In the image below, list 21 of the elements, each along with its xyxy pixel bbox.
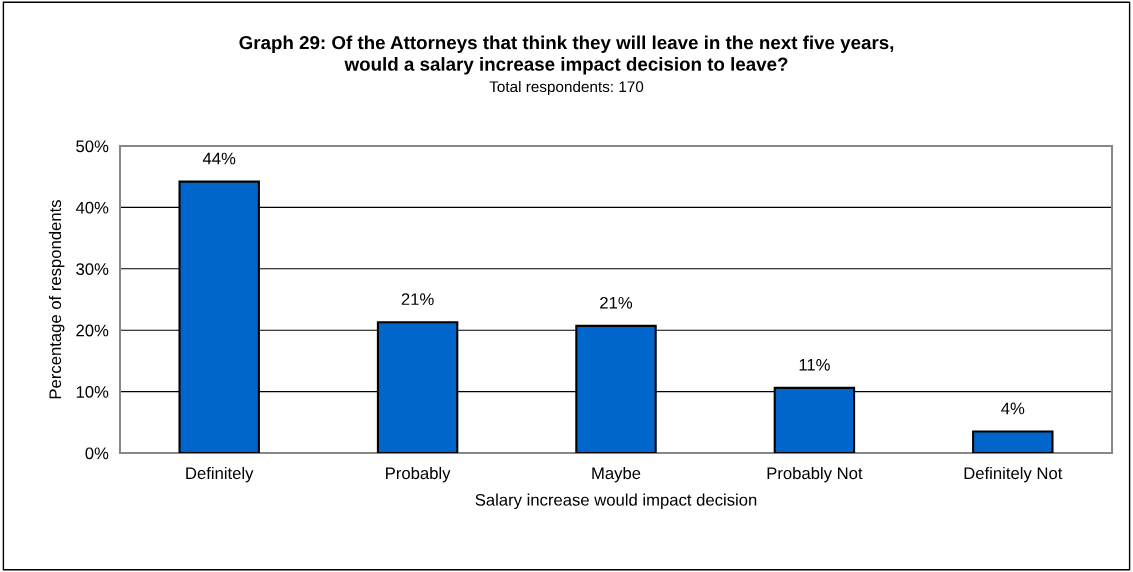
data-label: 4% xyxy=(1001,402,1025,415)
x-tick-label: Probably xyxy=(386,466,451,483)
x-tick-label: Maybe xyxy=(592,466,641,483)
y-tick-label: 0% xyxy=(85,447,109,460)
x-tick-label: Definitely xyxy=(186,466,254,483)
chart-subtitle: Total respondents: 170 xyxy=(489,80,644,96)
x-tick-label: Definitely Not xyxy=(964,466,1063,483)
x-tick-label: Probably Not xyxy=(767,466,863,483)
y-tick-label: 30% xyxy=(76,263,109,275)
x-axis-title: Salary increase would impact decision xyxy=(475,493,757,510)
y-axis-title: Percentage of respondents xyxy=(48,200,65,399)
data-label: 11% xyxy=(799,359,830,371)
chart-title: Graph 29: Of the Attorneys that think they will leave in the next five years, would a salary increase impact decision to leave? xyxy=(239,35,894,75)
data-label: 21% xyxy=(401,293,434,305)
y-tick-label: 20% xyxy=(76,324,109,337)
data-label: 44% xyxy=(202,152,236,165)
y-tick-label: 40% xyxy=(75,201,109,214)
data-label: 21% xyxy=(600,296,633,309)
bar xyxy=(972,430,1054,453)
y-tick-label: 50% xyxy=(76,140,109,153)
y-tick-label: 10% xyxy=(76,386,109,398)
